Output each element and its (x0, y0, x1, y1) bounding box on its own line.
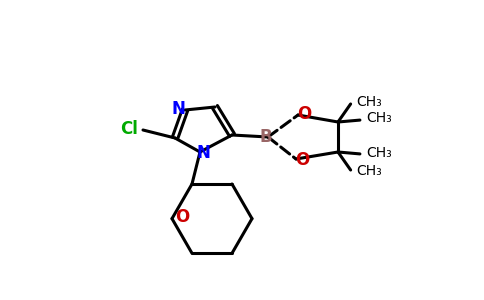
Text: N: N (196, 144, 210, 162)
Text: CH₃: CH₃ (366, 111, 392, 125)
Text: CH₃: CH₃ (357, 95, 382, 109)
Text: O: O (175, 208, 189, 226)
Text: CH₃: CH₃ (366, 146, 392, 160)
Text: B: B (260, 128, 272, 146)
Text: CH₃: CH₃ (357, 164, 382, 178)
Text: O: O (295, 151, 309, 169)
Text: Cl: Cl (120, 120, 138, 138)
Text: O: O (297, 105, 311, 123)
Text: N: N (171, 100, 185, 118)
